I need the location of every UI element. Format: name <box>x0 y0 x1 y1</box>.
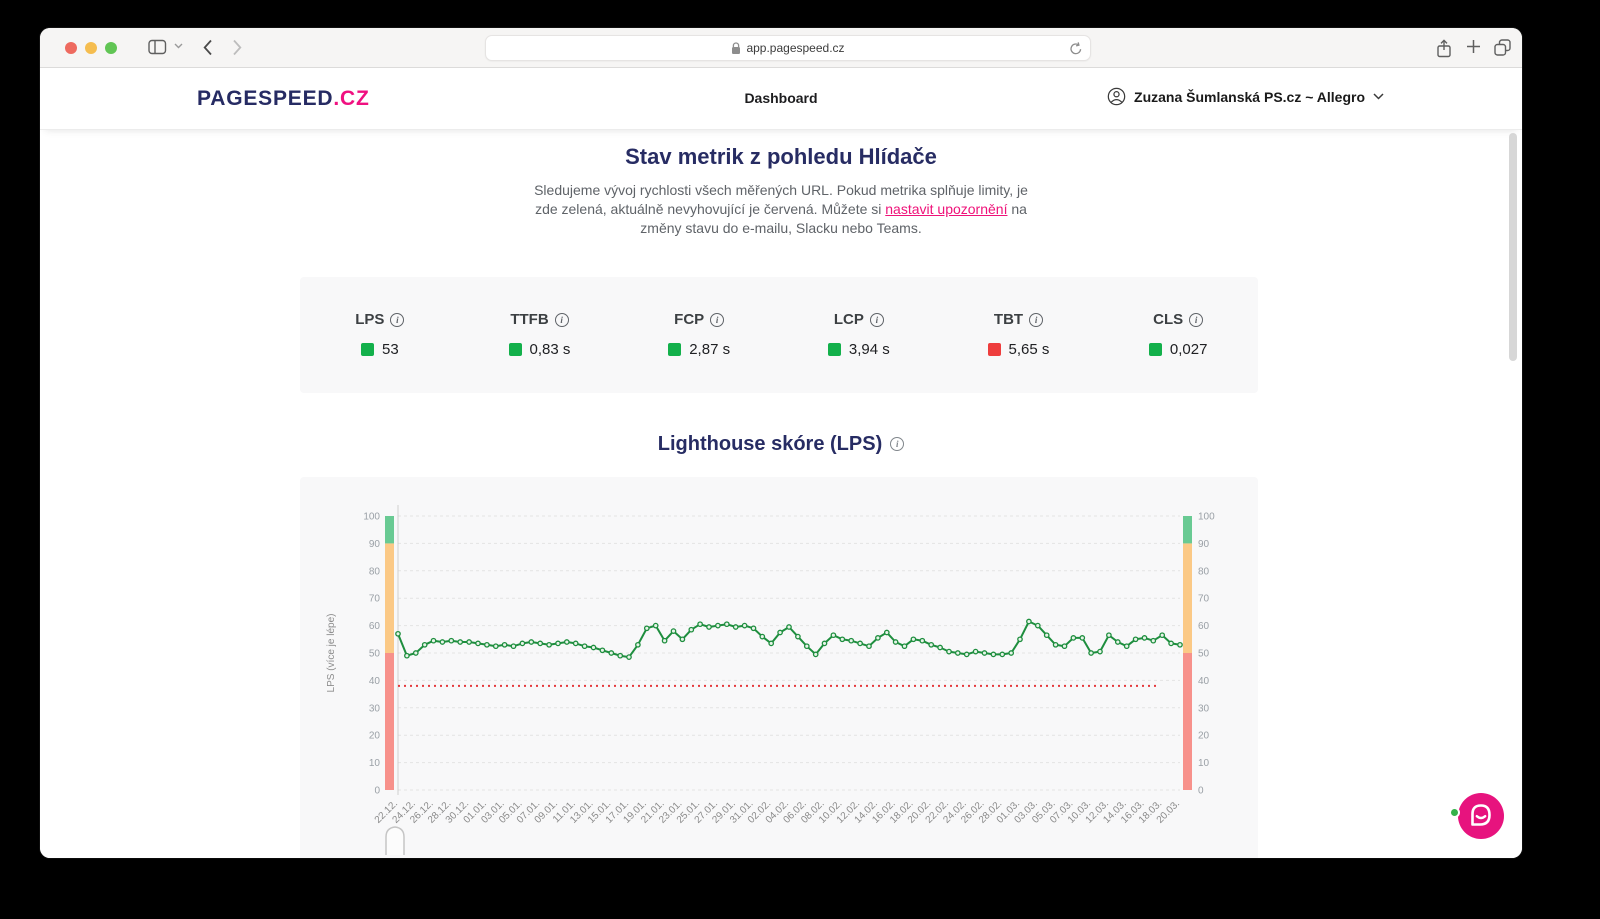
alert-settings-link[interactable]: nastavit upozornění <box>885 201 1008 217</box>
user-icon <box>1107 87 1126 106</box>
lps-chart[interactable]: 0 0 10 10 20 20 30 30 40 40 50 50 60 60 70 70 80 80 90 90 10… <box>300 477 1258 858</box>
tab-overview-button[interactable] <box>1494 39 1511 56</box>
page-title: Stav metrik z pohledu Hlídače <box>625 144 937 169</box>
status-square <box>987 343 1001 356</box>
chat-smiley-icon <box>1471 804 1491 826</box>
new-tab-button[interactable] <box>1466 39 1481 54</box>
forward-button[interactable] <box>232 39 242 56</box>
svg-text:60: 60 <box>1198 621 1210 632</box>
status-square <box>360 343 374 356</box>
svg-text:50: 50 <box>1198 649 1210 660</box>
address-bar[interactable]: app.pagespeed.cz <box>485 35 1091 61</box>
svg-text:80: 80 <box>369 566 381 577</box>
info-icon[interactable]: i <box>390 312 405 327</box>
intro-text: Sledujeme vývoj rychlosti všech měřených… <box>534 182 1028 236</box>
svg-text:100: 100 <box>1198 512 1215 523</box>
info-icon[interactable]: i <box>1189 312 1204 327</box>
svg-text:0: 0 <box>374 786 380 797</box>
account-name: Zuzana Šumlanská PS.cz ~ Allegro <box>1134 88 1365 105</box>
svg-text:10: 10 <box>1198 758 1210 769</box>
reload-button[interactable] <box>1069 41 1083 59</box>
browser-window: app.pagespeed.cz <box>40 28 1522 858</box>
sidebar-menu-chevron[interactable] <box>174 43 183 49</box>
sidebar-toggle-button[interactable] <box>148 39 167 55</box>
minimize-window-button[interactable] <box>85 42 97 54</box>
svg-text:90: 90 <box>369 539 381 550</box>
plus-icon <box>1467 40 1480 53</box>
svg-text:10: 10 <box>369 758 381 769</box>
reload-icon <box>1070 42 1082 55</box>
pagespeed-logo[interactable]: PAGESPEED.CZ <box>197 87 370 110</box>
share-icon <box>1437 39 1451 58</box>
zoom-window-button[interactable] <box>105 42 117 54</box>
tabs-icon <box>1494 39 1511 56</box>
metric-lps: LPS i 53 <box>300 277 460 393</box>
info-icon[interactable]: i <box>1029 312 1044 327</box>
chat-online-dot <box>1449 807 1460 818</box>
svg-text:20: 20 <box>369 731 381 742</box>
status-square <box>668 343 682 356</box>
metric-fcp: FCP i 2,87 s <box>619 277 779 393</box>
svg-text:100: 100 <box>363 512 380 523</box>
status-square <box>508 343 522 356</box>
svg-text:30: 30 <box>1198 703 1210 714</box>
chat-widget-button[interactable] <box>1449 793 1504 839</box>
share-button[interactable] <box>1436 39 1452 58</box>
svg-text:80: 80 <box>1198 566 1210 577</box>
metric-tbt: TBT i 5,65 s <box>939 277 1099 393</box>
svg-text:90: 90 <box>1198 539 1210 550</box>
scrollbar[interactable] <box>1509 133 1517 361</box>
svg-text:0: 0 <box>1198 786 1204 797</box>
svg-text:LPS (více je lépe): LPS (více je lépe) <box>326 614 337 693</box>
sidebar-icon <box>148 39 167 55</box>
url-text: app.pagespeed.cz <box>746 41 845 55</box>
svg-text:40: 40 <box>1198 676 1210 687</box>
chevron-down-icon <box>1373 93 1384 100</box>
chevron-right-icon <box>233 39 242 56</box>
svg-text:30: 30 <box>369 703 381 714</box>
svg-text:70: 70 <box>369 594 381 605</box>
chart-title: Lighthouse skóre (LPS) i <box>40 433 1522 456</box>
close-window-button[interactable] <box>65 42 77 54</box>
page-content: Stav metrik z pohledu Hlídače Sledujeme … <box>40 130 1522 858</box>
info-icon[interactable]: i <box>554 312 569 327</box>
metric-lcp: LCP i 3,94 s <box>779 277 939 393</box>
account-menu[interactable]: Zuzana Šumlanská PS.cz ~ Allegro <box>1107 87 1384 106</box>
info-icon[interactable]: i <box>869 312 884 327</box>
chevron-down-icon <box>174 43 183 49</box>
svg-text:20: 20 <box>1198 731 1210 742</box>
metrics-summary-card: LPS i 53 TTFB i 0,83 s FCP i 2,87 s LCP i 3,… <box>300 277 1258 393</box>
status-square <box>1148 343 1162 356</box>
svg-text:50: 50 <box>369 649 381 660</box>
browser-titlebar: app.pagespeed.cz <box>40 28 1522 68</box>
back-button[interactable] <box>203 39 213 56</box>
chat-bubble-icon <box>1458 793 1504 839</box>
info-icon[interactable]: i <box>890 437 905 451</box>
site-header: PAGESPEED.CZ Dashboard Zuzana Šumlanská … <box>40 68 1522 130</box>
lps-chart-card: 0 0 10 10 20 20 30 30 40 40 50 50 60 60 70 70 80 80 90 90 10… <box>300 477 1258 858</box>
metric-ttfb: TTFB i 0,83 s <box>508 311 571 358</box>
chart-range-handle[interactable] <box>385 826 405 855</box>
svg-text:60: 60 <box>369 621 381 632</box>
svg-text:40: 40 <box>369 676 381 687</box>
chevron-left-icon <box>203 39 212 56</box>
metric-cls: CLS i 0,027 <box>1098 277 1258 393</box>
info-icon[interactable]: i <box>710 312 725 327</box>
nav-dashboard[interactable]: Dashboard <box>744 90 818 106</box>
status-square <box>827 343 841 356</box>
svg-text:70: 70 <box>1198 594 1210 605</box>
lock-icon <box>732 41 741 54</box>
